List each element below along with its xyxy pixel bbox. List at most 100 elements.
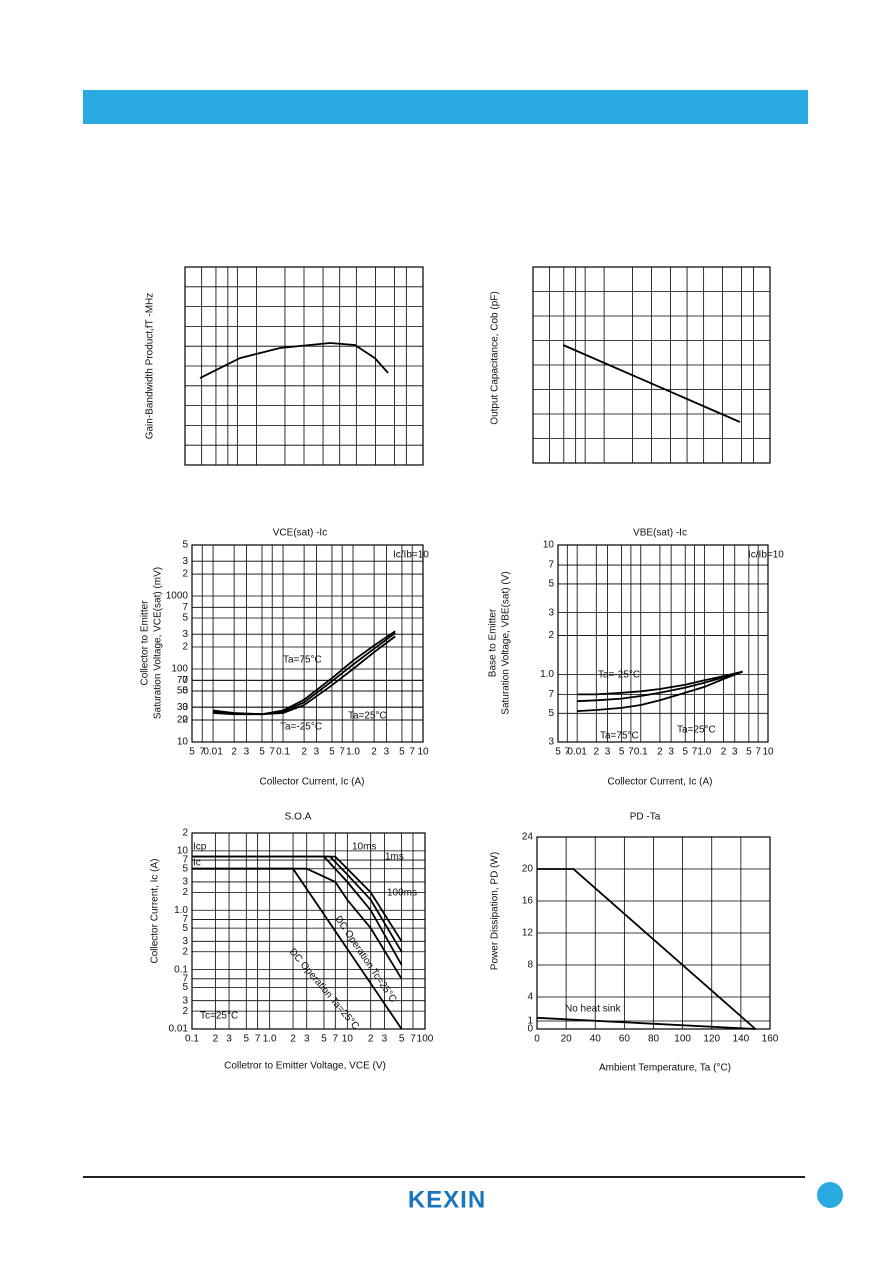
x-tick-label: 60 (619, 1034, 631, 1045)
plot-frame (557, 544, 769, 743)
x-tick-label: 5 (399, 1034, 405, 1045)
x-tick-label: 100 (417, 1034, 434, 1045)
series-line (577, 670, 744, 712)
x-tick-label: 0.01 (567, 747, 587, 758)
series-line (192, 855, 403, 966)
y-tick-label: 1.0 (174, 905, 188, 916)
x-tick-label: 3 (384, 747, 390, 758)
x-tick-label: 140 (733, 1034, 750, 1045)
y-tick-label: 3 (182, 936, 188, 947)
x-tick-label: 3 (226, 1034, 232, 1045)
x-tick-label: 120 (703, 1034, 720, 1045)
annotation: Ic (193, 858, 201, 869)
chart-title: PD -Ta (630, 812, 661, 823)
y-tick-label: 7 (548, 560, 554, 571)
x-tick-label: 5 (682, 747, 688, 758)
y-tick-label: 3 (182, 702, 188, 713)
series-label: 1ms (385, 852, 404, 863)
y-tick-label: 10 (543, 540, 555, 551)
y-tick-label: 2 (182, 569, 188, 580)
x-tick-label: 7 (333, 1034, 339, 1045)
x-tick-label: 2 (657, 747, 663, 758)
series-label: Ta=-25°C (280, 722, 322, 733)
x-tick-label: 5 (746, 747, 752, 758)
x-tick-label: 7 (410, 1034, 416, 1045)
y-axis-label: Power Dissipation, PD (W) (490, 852, 501, 970)
x-tick-label: 0.1 (634, 747, 648, 758)
x-axis-label: Ambient Temperature, Ta (°C) (599, 1063, 731, 1074)
y-tick-label: 2 (182, 1006, 188, 1017)
x-axis-label: Collector Current, Ic (A) (259, 777, 364, 788)
y-tick-label: 3 (548, 607, 554, 618)
x-axis-label: Colletror to Emitter Voltage, VCE (V) (224, 1061, 386, 1072)
y-tick-label: 7 (182, 675, 188, 686)
x-tick-label: 7 (565, 747, 571, 758)
x-tick-label: 7 (269, 747, 275, 758)
y-tick-label: 70 (177, 675, 189, 686)
y-tick-label: 2 (182, 946, 188, 957)
y-tick-label: 10 (177, 737, 189, 748)
y-tick-label: 5 (182, 540, 188, 551)
x-tick-label: 3 (382, 1034, 388, 1045)
x-tick-label: 2 (594, 747, 600, 758)
series-line (213, 635, 396, 716)
x-tick-label: 0.1 (185, 1034, 199, 1045)
y-axis-label: Gain-Bandwidth Product,fT -MHz (145, 293, 156, 440)
series-label: No heat sink (565, 1004, 622, 1015)
y-tick-label: 100 (171, 664, 188, 675)
x-tick-label: 7 (409, 747, 415, 758)
x-tick-label: 1.0 (263, 1034, 277, 1045)
y-tick-label: 5 (182, 863, 188, 874)
series-label: Ta=25°C (677, 725, 716, 736)
x-tick-label: 3 (605, 747, 611, 758)
y-tick-label: 12 (522, 928, 534, 939)
x-tick-label: 0.1 (276, 747, 290, 758)
annotation: Icp (193, 842, 207, 853)
x-tick-label: 5 (321, 1034, 327, 1045)
series-label: Ta=25°C (348, 711, 387, 722)
x-tick-label: 3 (314, 747, 320, 758)
y-tick-label: 24 (522, 832, 534, 843)
y-tick-label: 20 (522, 864, 534, 875)
y-tick-label: 0 (527, 1024, 533, 1035)
chart-title: VBE(sat) -Ic (633, 528, 687, 539)
y-tick-label: 10 (177, 846, 189, 857)
x-tick-label: 7 (199, 747, 205, 758)
y-tick-label: 2 (182, 642, 188, 653)
y-tick-label: 1000 (166, 591, 189, 602)
logo: KEXIN (408, 1186, 486, 1213)
x-tick-label: 7 (339, 747, 345, 758)
series-label: 100ms (387, 888, 417, 899)
x-tick-label: 2 (290, 1034, 296, 1045)
x-tick-label: 2 (213, 1034, 219, 1045)
y-tick-label: 2 (182, 828, 188, 839)
series-label: Ta=75°C (283, 655, 322, 666)
x-tick-label: 5 (555, 747, 561, 758)
x-tick-label: 2 (231, 747, 237, 758)
annotation: Ic/Ib=10 (393, 550, 429, 561)
x-tick-label: 3 (732, 747, 738, 758)
x-tick-label: 7 (628, 747, 634, 758)
x-tick-label: 3 (304, 1034, 310, 1045)
series-label: Ta=75°C (600, 731, 639, 742)
x-tick-label: 7 (755, 747, 761, 758)
x-tick-label: 10 (417, 747, 429, 758)
y-tick-label: 3 (548, 737, 554, 748)
y-tick-label: 5 (182, 982, 188, 993)
x-tick-label: 2 (721, 747, 727, 758)
page-dot (817, 1182, 843, 1208)
x-tick-label: 5 (619, 747, 625, 758)
series-label: 10ms (352, 842, 376, 853)
y-tick-label: 3 (182, 556, 188, 567)
x-tick-label: 3 (244, 747, 250, 758)
series-line (192, 867, 403, 1030)
x-tick-label: 5 (244, 1034, 250, 1045)
x-tick-label: 5 (399, 747, 405, 758)
series-line (562, 344, 741, 423)
series-line (192, 855, 403, 953)
series-line (537, 868, 756, 1030)
x-tick-label: 80 (648, 1034, 660, 1045)
y-tick-label: 8 (527, 960, 533, 971)
x-tick-label: 160 (762, 1034, 779, 1045)
y-tick-label: 5 (182, 613, 188, 624)
